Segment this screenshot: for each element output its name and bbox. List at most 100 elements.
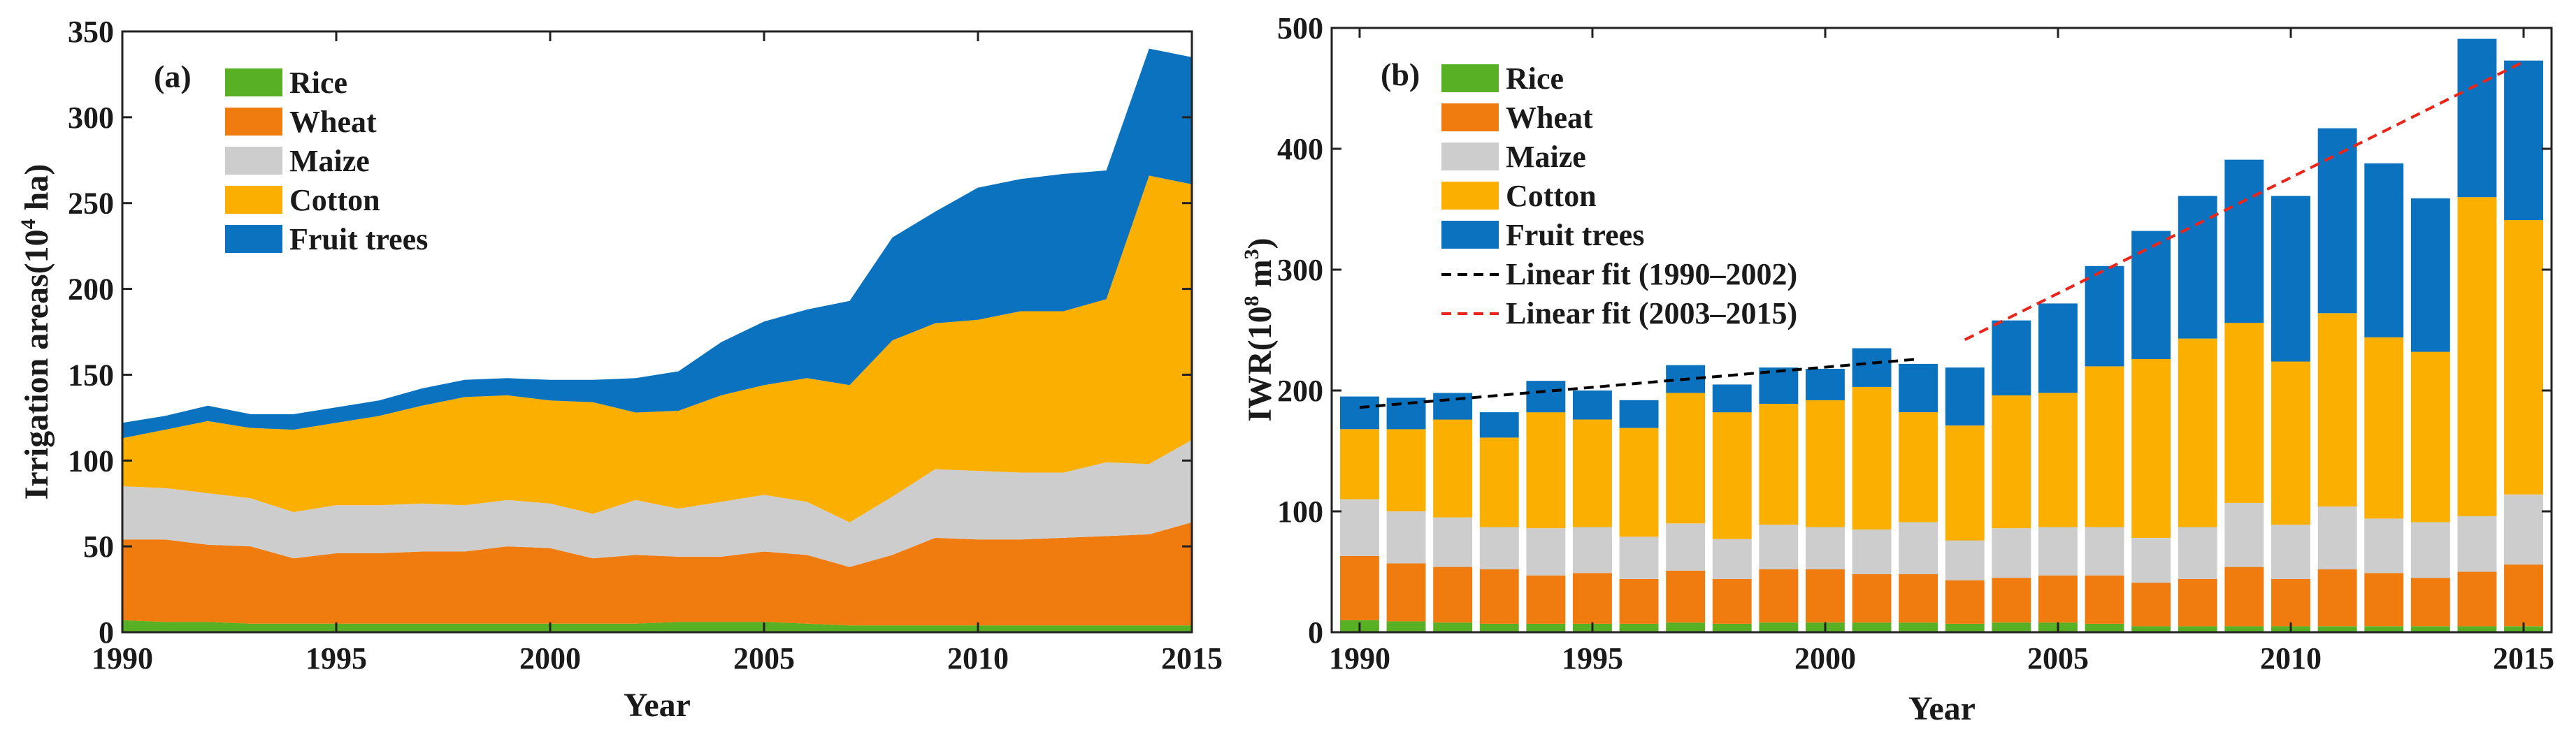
bar-fruit-2003 — [1945, 367, 1985, 426]
b-x-tick-label: 1990 — [1329, 641, 1390, 676]
bar-cotton-2000 — [1806, 400, 1845, 527]
b-legend-swatch-fruit — [1441, 221, 1499, 249]
bar-maize-1990 — [1340, 499, 1379, 556]
b-x-tick-label: 1995 — [1562, 641, 1623, 676]
fit-line-fit2 — [1964, 60, 2524, 342]
a-y-tick-label: 250 — [68, 187, 114, 221]
bar-fruit-2012 — [2364, 163, 2404, 337]
bar-rice-2012 — [2364, 626, 2404, 632]
a-y-label-main: Irrigation areas(10 — [18, 229, 55, 499]
bar-wheat-2008 — [2178, 578, 2217, 627]
b-bar-layer — [1340, 38, 2543, 632]
b-fit-layer — [1359, 60, 2524, 409]
a-legend-label-cotton: Cotton — [289, 183, 380, 217]
bar-wheat-2005 — [2038, 575, 2078, 623]
b-y-tick-label: 100 — [1277, 495, 1323, 529]
bar-maize-2003 — [1945, 540, 1985, 581]
area-cotton — [122, 175, 1192, 523]
bar-rice-1998 — [1712, 623, 1752, 632]
a-y-tick-label: 350 — [68, 15, 114, 49]
area-fruit — [122, 48, 1192, 439]
bar-fruit-1998 — [1712, 384, 1752, 413]
bar-fruit-2000 — [1806, 368, 1845, 400]
bar-fruit-2001 — [1852, 348, 1892, 387]
b-legend-label-wheat: Wheat — [1506, 101, 1593, 135]
bar-wheat-2004 — [1992, 578, 2031, 623]
a-y-tick-label: 0 — [99, 615, 114, 650]
a-legend-label-rice: Rice — [289, 66, 347, 100]
bar-fruit-2005 — [2038, 303, 2078, 393]
b-y-tick-label: 300 — [1277, 253, 1323, 287]
bar-cotton-1991 — [1386, 429, 1426, 511]
bar-maize-2013 — [2410, 522, 2450, 578]
bar-rice-2001 — [1852, 622, 1892, 632]
bar-wheat-2011 — [2317, 569, 2357, 627]
a-legend-swatch-cotton — [225, 186, 282, 214]
a-x-tick-label: 2010 — [947, 641, 1009, 676]
bar-fruit-1992 — [1433, 393, 1473, 420]
bar-fruit-2010 — [2271, 196, 2310, 362]
bar-cotton-2002 — [1899, 412, 1938, 523]
b-legend-label-fruit: Fruit trees — [1506, 218, 1644, 252]
bar-rice-2008 — [2178, 626, 2217, 632]
bar-maize-2014 — [2457, 516, 2497, 572]
bar-fruit-1990 — [1340, 396, 1379, 430]
bar-cotton-2003 — [1945, 425, 1985, 541]
bar-fruit-2014 — [2457, 38, 2497, 198]
a-legend-swatch-fruit — [225, 225, 282, 253]
bar-wheat-2014 — [2457, 571, 2497, 627]
bar-maize-2007 — [2131, 538, 2171, 583]
bar-fruit-2013 — [2410, 198, 2450, 352]
bar-cotton-2007 — [2131, 359, 2171, 538]
bar-maize-2005 — [2038, 527, 2078, 576]
a-x-tick-label: 1990 — [92, 641, 153, 676]
a-legend-label-wheat: Wheat — [289, 105, 377, 139]
bar-wheat-2000 — [1806, 569, 1845, 623]
b-y-axis-label: IWR(108 m3) — [1240, 238, 1279, 421]
bar-cotton-2004 — [1992, 395, 2031, 529]
bar-fruit-2004 — [1992, 320, 2031, 395]
fit-line-fit1 — [1359, 358, 1919, 409]
bar-rice-1996 — [1619, 623, 1659, 632]
a-y-tick-label: 200 — [68, 272, 114, 307]
bar-fruit-1994 — [1526, 381, 1566, 413]
a-area-layer — [122, 48, 1192, 632]
bar-cotton-2011 — [2317, 313, 2357, 507]
bar-maize-2012 — [2364, 518, 2404, 574]
bar-rice-2013 — [2410, 626, 2450, 632]
bar-maize-1991 — [1386, 511, 1426, 564]
a-legend-label-maize: Maize — [289, 144, 370, 178]
bar-maize-1998 — [1712, 539, 1752, 579]
bar-wheat-2012 — [2364, 573, 2404, 627]
bar-fruit-2009 — [2224, 159, 2264, 323]
bar-rice-2009 — [2224, 626, 2264, 632]
b-legend-label-rice: Rice — [1506, 61, 1564, 96]
b-y-label-mid: m — [1242, 259, 1279, 295]
bar-wheat-1994 — [1526, 575, 1566, 624]
bar-rice-2003 — [1945, 623, 1985, 632]
b-tick-layer: 0 100 200 300 400 500 1990 1995 2000 2005 2010 2015 — [1277, 11, 2554, 676]
bar-rice-1999 — [1759, 622, 1799, 632]
a-x-tick-label: 2015 — [1161, 641, 1223, 676]
a-y-label-tail: ha) — [18, 164, 55, 219]
bar-maize-2004 — [1992, 528, 2031, 578]
a-x-tick-label: 2000 — [519, 641, 581, 676]
bar-cotton-1995 — [1573, 419, 1612, 527]
bar-cotton-2001 — [1852, 386, 1892, 530]
bar-maize-1999 — [1759, 525, 1799, 569]
bar-maize-1992 — [1433, 517, 1473, 567]
b-panel-label: (b) — [1381, 57, 1420, 92]
area-wheat — [122, 522, 1192, 626]
bar-maize-1997 — [1666, 523, 1706, 571]
bar-cotton-1992 — [1433, 419, 1473, 518]
bar-wheat-1999 — [1759, 569, 1799, 623]
bar-rice-1992 — [1433, 622, 1473, 632]
bar-wheat-2010 — [2271, 578, 2310, 627]
b-y-tick-label: 0 — [1308, 615, 1323, 650]
bar-cotton-2008 — [2178, 338, 2217, 527]
a-legend: Rice Wheat Maize Cotton Fruit trees — [225, 66, 428, 256]
bar-wheat-2006 — [2085, 575, 2124, 624]
bar-rice-2004 — [1992, 622, 2031, 632]
b-x-tick-label: 2005 — [2027, 641, 2089, 676]
